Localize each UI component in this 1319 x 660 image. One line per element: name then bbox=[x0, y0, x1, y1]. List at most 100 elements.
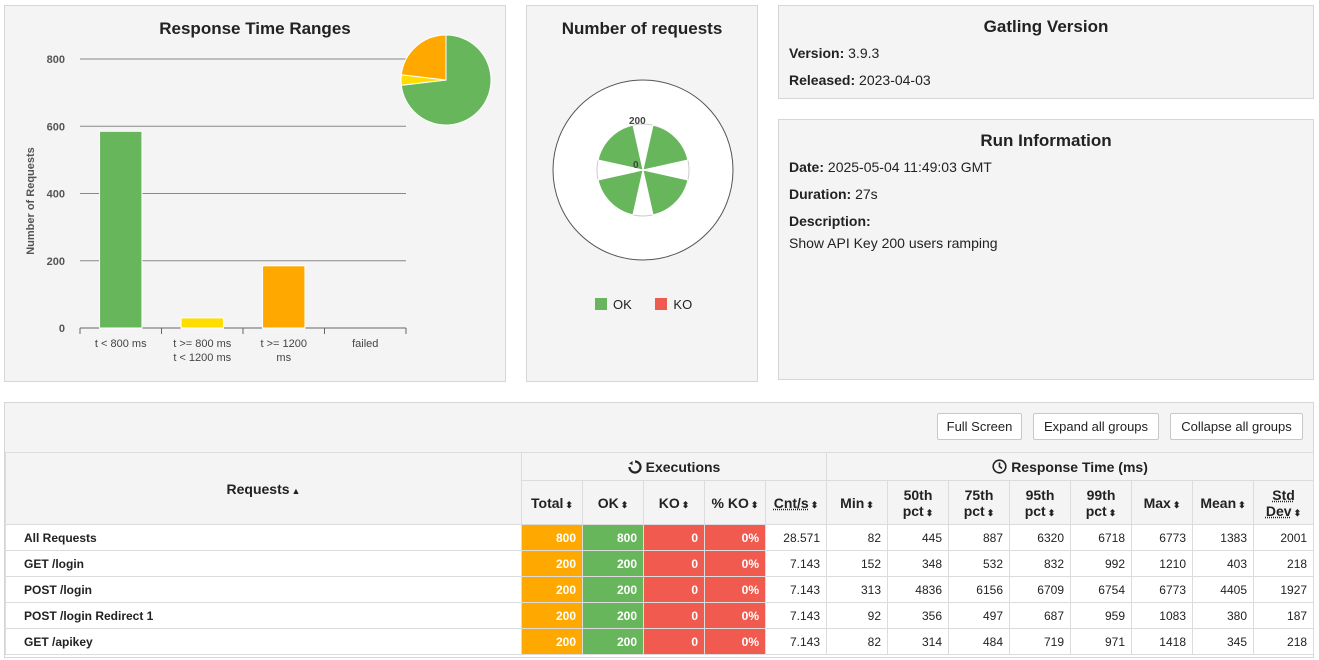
date-row: Date: 2025-05-04 11:49:03 GMT bbox=[789, 159, 992, 175]
version-title: Gatling Version bbox=[983, 17, 1109, 36]
polar-sector-ok-2[interactable] bbox=[597, 169, 644, 216]
column-header-label: KO bbox=[658, 494, 680, 511]
full-screen-button[interactable]: Full Screen bbox=[937, 413, 1022, 440]
cell-p99: 6754 bbox=[1070, 576, 1132, 603]
version-row: Version: 3.9.3 bbox=[789, 45, 879, 61]
description-label: Description: bbox=[789, 213, 871, 229]
released-row: Released: 2023-04-03 bbox=[789, 72, 931, 88]
duration-label: Duration: bbox=[789, 186, 852, 202]
y-tick-label: 0 bbox=[59, 323, 65, 335]
cell-pko: 0% bbox=[704, 602, 766, 629]
column-header-label: 75th pct bbox=[963, 486, 994, 519]
requests-column-header[interactable]: Requests ▲ bbox=[5, 452, 522, 525]
column-header-cnt[interactable]: Cnt/s ⬍ bbox=[765, 480, 827, 525]
column-header-p50[interactable]: 50th pct ⬍ bbox=[887, 480, 949, 525]
cell-p95: 687 bbox=[1009, 602, 1071, 629]
collapse-all-groups-button[interactable]: Collapse all groups bbox=[1170, 413, 1303, 440]
column-header-label: Min bbox=[840, 494, 865, 511]
cell-min: 82 bbox=[826, 524, 888, 551]
y-tick-label: 800 bbox=[47, 54, 65, 66]
cell-p75: 6156 bbox=[948, 576, 1010, 603]
table-row[interactable]: GET /login 200 200 0 0% 7.143 152 348 532 832 992 1… bbox=[5, 550, 1315, 577]
run-information-panel: Run Information Date: 2025-05-04 11:49:0… bbox=[778, 119, 1314, 380]
column-header-p99[interactable]: 99th pct ⬍ bbox=[1070, 480, 1132, 525]
x-tick-label: t >= 1200 bbox=[261, 338, 308, 350]
cell-mean: 403 bbox=[1192, 550, 1254, 577]
y-tick-label: 600 bbox=[47, 121, 65, 133]
cell-pko: 0% bbox=[704, 550, 766, 577]
duration-value: 27s bbox=[855, 186, 878, 202]
bar-2[interactable] bbox=[262, 265, 306, 329]
y-tick-label: 200 bbox=[47, 256, 65, 268]
x-tick-label: t >= 800 ms bbox=[173, 338, 232, 350]
response-time-header: Response Time (ms) bbox=[825, 452, 1315, 481]
response-time-ranges-chart: Number of Requests 800 600 400 200 0 t < 800… bbox=[25, 34, 492, 364]
stats-toolbar: Full Screen Expand all groups Collapse a… bbox=[5, 403, 1313, 453]
y-tick-label: 400 bbox=[47, 189, 65, 201]
cell-p75: 887 bbox=[948, 524, 1010, 551]
cell-p75: 532 bbox=[948, 550, 1010, 577]
cell-total: 200 bbox=[521, 628, 583, 655]
expand-all-groups-button[interactable]: Expand all groups bbox=[1033, 413, 1159, 440]
cell-mean: 345 bbox=[1192, 628, 1254, 655]
polar-sector-ok-3[interactable] bbox=[597, 124, 644, 171]
cell-p95: 832 bbox=[1009, 550, 1071, 577]
sort-icon: ⬍ bbox=[866, 499, 874, 510]
column-header-total[interactable]: Total ⬍ bbox=[521, 480, 583, 525]
released-value: 2023-04-03 bbox=[859, 72, 931, 88]
cell-p50: 4836 bbox=[887, 576, 949, 603]
bar-0[interactable] bbox=[99, 130, 143, 329]
column-header-p95[interactable]: 95th pct ⬍ bbox=[1009, 480, 1071, 525]
ranges-title: Response Time Ranges bbox=[159, 19, 351, 38]
sort-icon: ⬍ bbox=[681, 499, 690, 510]
pie-slice-2[interactable] bbox=[400, 34, 447, 81]
cell-p99: 992 bbox=[1070, 550, 1132, 577]
cell-p75: 497 bbox=[948, 602, 1010, 629]
requests-header-label: Requests bbox=[226, 480, 290, 497]
table-row[interactable]: POST /login Redirect 1 200 200 0 0% 7.143 92 35… bbox=[5, 602, 1315, 629]
column-header-ko[interactable]: KO ⬍ bbox=[643, 480, 705, 525]
polar-sector-ok-0[interactable] bbox=[642, 124, 689, 171]
column-header-label: Max bbox=[1143, 494, 1171, 511]
cell-p50: 348 bbox=[887, 550, 949, 577]
cell-max: 1083 bbox=[1131, 602, 1193, 629]
cell-ok: 200 bbox=[582, 550, 644, 577]
table-row[interactable]: POST /login 200 200 0 0% 7.143 313 4836 6156 6709… bbox=[5, 576, 1315, 603]
column-header-mean[interactable]: Mean ⬍ bbox=[1192, 480, 1254, 525]
cell-ok: 800 bbox=[582, 524, 644, 551]
column-header-std[interactable]: Std Dev ⬍ bbox=[1252, 480, 1315, 525]
cell-cnt: 7.143 bbox=[765, 602, 827, 629]
cell-mean: 4405 bbox=[1192, 576, 1254, 603]
column-header-label: Total bbox=[531, 494, 564, 511]
bar-1[interactable] bbox=[180, 317, 224, 329]
sort-icon: ⬍ bbox=[750, 499, 759, 510]
cell-ok: 200 bbox=[582, 602, 644, 629]
column-header-pko[interactable]: % KO ⬍ bbox=[704, 480, 766, 525]
cell-max: 6773 bbox=[1131, 524, 1193, 551]
cell-p99: 6718 bbox=[1070, 524, 1132, 551]
legend-ok[interactable]: OK bbox=[595, 297, 632, 312]
scale-label-200: 200 bbox=[629, 116, 646, 127]
column-header-min[interactable]: Min ⬍ bbox=[826, 480, 888, 525]
column-header-ok[interactable]: OK ⬍ bbox=[582, 480, 644, 525]
legend-ko-swatch bbox=[655, 298, 668, 310]
column-header-p75[interactable]: 75th pct ⬍ bbox=[948, 480, 1010, 525]
column-header-max[interactable]: Max ⬍ bbox=[1131, 480, 1193, 525]
cell-max: 1210 bbox=[1131, 550, 1193, 577]
legend-ko[interactable]: KO bbox=[655, 297, 692, 312]
cell-std: 2001 bbox=[1252, 524, 1315, 551]
cell-ko: 0 bbox=[643, 576, 705, 603]
cell-total: 200 bbox=[521, 550, 583, 577]
table-row[interactable]: All Requests 800 800 0 0% 28.571 82 445 887 6320 6… bbox=[5, 524, 1315, 551]
description-value: Show API Key 200 users ramping bbox=[789, 235, 998, 251]
request-name: GET /login bbox=[5, 550, 522, 577]
sort-icon: ⬍ bbox=[565, 499, 573, 510]
cell-std: 1927 bbox=[1252, 576, 1315, 603]
table-row[interactable]: GET /apikey 200 200 0 0% 7.143 82 314 484 719 971 1… bbox=[5, 628, 1315, 655]
x-tick-label-line2: ms bbox=[276, 352, 291, 364]
date-label: Date: bbox=[789, 159, 825, 175]
polar-sector-ok-1[interactable] bbox=[642, 169, 689, 216]
sort-icon: ⬍ bbox=[986, 507, 995, 518]
cell-ko: 0 bbox=[643, 602, 705, 629]
column-header-label: OK bbox=[597, 494, 619, 511]
